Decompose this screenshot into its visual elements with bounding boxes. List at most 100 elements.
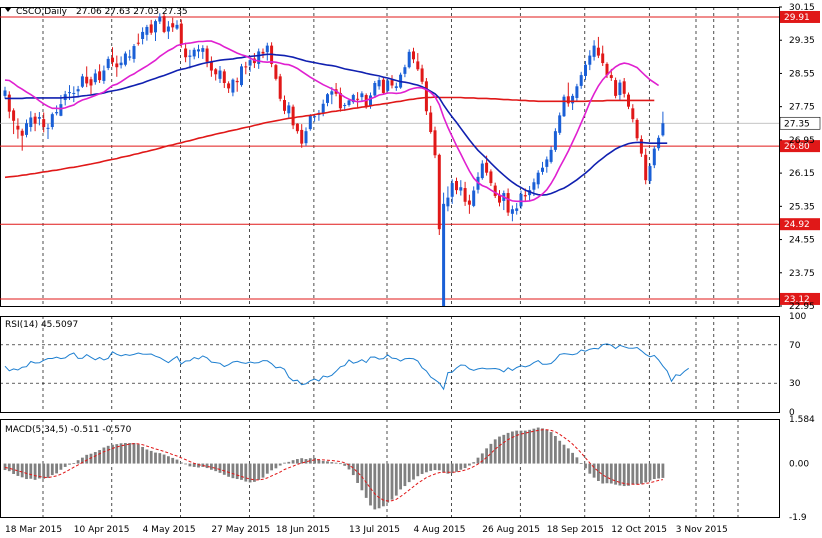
candle-body[interactable] <box>493 185 497 196</box>
candle-body[interactable] <box>265 45 269 53</box>
candle-body[interactable] <box>575 86 579 98</box>
candle-body[interactable] <box>480 163 484 179</box>
candle-body[interactable] <box>274 65 278 79</box>
candle-body[interactable] <box>442 203 446 306</box>
candle-body[interactable] <box>429 112 433 132</box>
candle-body[interactable] <box>562 96 566 117</box>
candle-body[interactable] <box>588 55 592 65</box>
candle-body[interactable] <box>29 117 33 128</box>
candle-body[interactable] <box>377 80 381 87</box>
candle-body[interactable] <box>68 92 71 94</box>
candle-body[interactable] <box>506 193 510 213</box>
candle-body[interactable] <box>257 51 261 64</box>
candle-body[interactable] <box>437 154 441 230</box>
candle-body[interactable] <box>72 92 76 94</box>
candle-body[interactable] <box>171 23 175 28</box>
candle-body[interactable] <box>287 105 291 114</box>
candle-body[interactable] <box>89 79 93 86</box>
macd-panel[interactable] <box>3 427 665 510</box>
candle-body[interactable] <box>614 80 618 96</box>
candle-body[interactable] <box>313 116 317 118</box>
candle-body[interactable] <box>356 98 360 100</box>
candle-body[interactable] <box>218 70 222 79</box>
candle-body[interactable] <box>283 100 286 111</box>
candle-body[interactable] <box>639 139 643 154</box>
candle-body[interactable] <box>412 51 415 60</box>
candle-body[interactable] <box>115 63 119 68</box>
candle-body[interactable] <box>373 82 377 96</box>
candle-body[interactable] <box>579 75 583 86</box>
candle-body[interactable] <box>424 81 428 112</box>
candle-body[interactable] <box>523 195 527 197</box>
candle-body[interactable] <box>240 66 243 86</box>
candle-body[interactable] <box>128 56 132 58</box>
candle-body[interactable] <box>326 94 329 103</box>
candle-body[interactable] <box>403 67 407 74</box>
candle-body[interactable] <box>571 95 575 104</box>
candle-body[interactable] <box>123 53 127 65</box>
candle-body[interactable] <box>381 79 385 93</box>
candle-body[interactable] <box>162 16 166 32</box>
candle-body[interactable] <box>106 58 110 69</box>
candle-body[interactable] <box>584 64 587 76</box>
candle-body[interactable] <box>338 92 342 109</box>
candle-body[interactable] <box>205 48 209 62</box>
candle-body[interactable] <box>394 86 398 88</box>
candle-body[interactable] <box>455 181 458 191</box>
menu-triangle-icon[interactable] <box>5 8 11 12</box>
candle-body[interactable] <box>644 154 648 181</box>
candle-body[interactable] <box>33 116 37 124</box>
candle-body[interactable] <box>472 190 476 206</box>
candle-body[interactable] <box>158 16 162 22</box>
candle-body[interactable] <box>98 71 102 81</box>
candle-body[interactable] <box>244 66 248 68</box>
candle-body[interactable] <box>179 23 183 44</box>
candle-body[interactable] <box>407 51 411 68</box>
candle-body[interactable] <box>545 159 549 167</box>
candle-body[interactable] <box>201 48 205 52</box>
candle-body[interactable] <box>467 200 471 205</box>
candle-body[interactable] <box>450 183 454 197</box>
candle-body[interactable] <box>558 115 562 133</box>
rsi-panel[interactable] <box>0 343 779 391</box>
candle-body[interactable] <box>459 187 463 191</box>
candle-body[interactable] <box>76 89 80 92</box>
candle-body[interactable] <box>80 76 84 87</box>
candle-body[interactable] <box>46 127 50 129</box>
candle-body[interactable] <box>592 45 596 57</box>
candle-body[interactable] <box>42 119 46 128</box>
candle-body[interactable] <box>566 96 570 104</box>
candle-body[interactable] <box>515 208 519 211</box>
candle-body[interactable] <box>93 73 97 83</box>
candle-body[interactable] <box>235 80 239 83</box>
candle-body[interactable] <box>351 95 355 103</box>
candle-body[interactable] <box>308 115 312 130</box>
candle-body[interactable] <box>20 130 24 136</box>
candle-body[interactable] <box>175 24 179 29</box>
candle-body[interactable] <box>489 171 493 184</box>
candle-body[interactable] <box>321 103 325 114</box>
candle-body[interactable] <box>609 75 613 79</box>
candle-body[interactable] <box>549 149 553 162</box>
candle-body[interactable] <box>622 81 626 94</box>
candle-body[interactable] <box>141 31 145 39</box>
candle-body[interactable] <box>102 70 106 81</box>
candle-body[interactable] <box>347 100 351 106</box>
candle-body[interactable] <box>369 95 372 107</box>
candle-body[interactable] <box>343 105 347 107</box>
candle-body[interactable] <box>330 91 334 95</box>
candle-body[interactable] <box>278 76 282 99</box>
candle-body[interactable] <box>59 104 63 116</box>
candle-body[interactable] <box>184 48 188 58</box>
candle-body[interactable] <box>3 90 7 96</box>
candle-body[interactable] <box>16 125 20 130</box>
candle-body[interactable] <box>145 26 149 35</box>
candle-body[interactable] <box>532 182 536 190</box>
candle-body[interactable] <box>295 123 299 132</box>
candle-body[interactable] <box>192 49 196 57</box>
candle-body[interactable] <box>390 80 394 86</box>
candle-body[interactable] <box>291 106 295 126</box>
candle-body[interactable] <box>132 46 136 59</box>
candle-body[interactable] <box>154 21 157 33</box>
candle-body[interactable] <box>605 63 609 76</box>
